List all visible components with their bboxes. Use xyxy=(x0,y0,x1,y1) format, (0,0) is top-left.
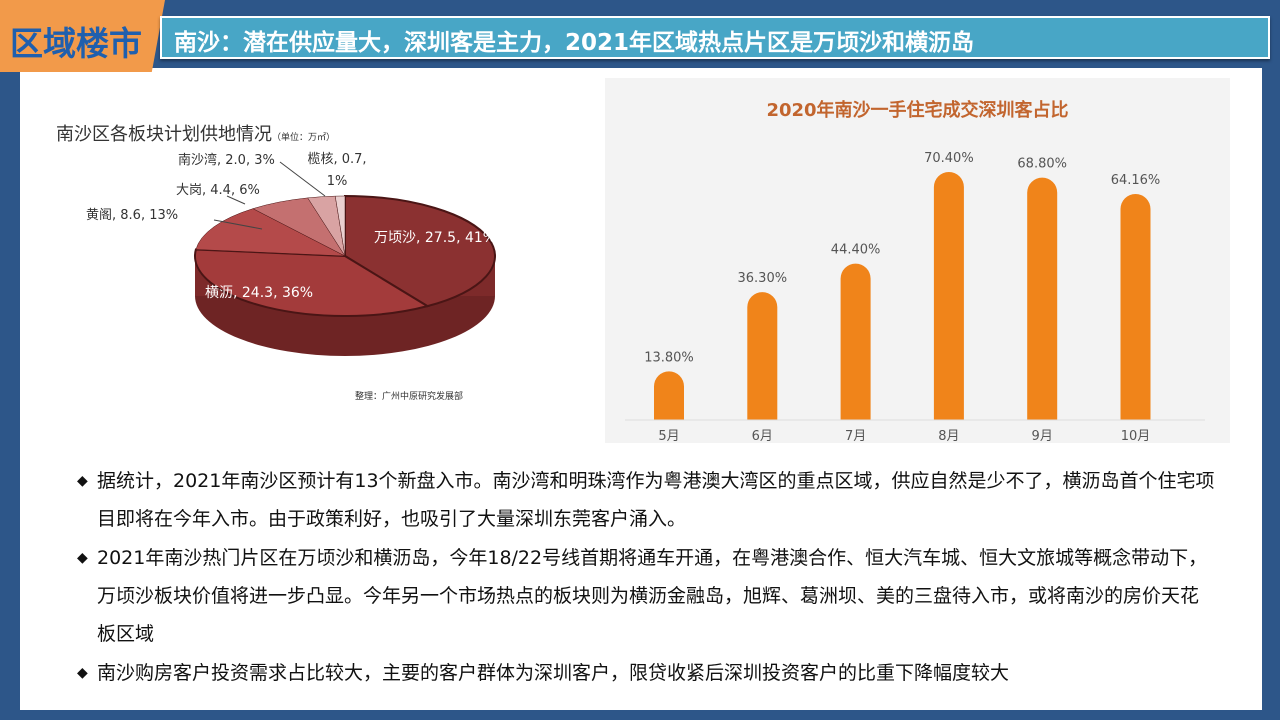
pie-label-hengli: 横沥, 24.3, 36% xyxy=(205,285,314,301)
bar-value-label: 70.40% xyxy=(924,151,974,166)
pie-label-nanshawan: 南沙湾, 2.0, 3% xyxy=(178,153,275,168)
bar-0 xyxy=(654,371,684,420)
leader-line xyxy=(226,195,246,205)
bullet-item: ◆ 据统计，2021年南沙区预计有13个新盘入市。南沙湾和明珠湾作为粤港澳大湾区的… xyxy=(77,462,1217,538)
bar-chart: 13.80% 5月 36.30% 6月 44.40% 7月 70.40% 8月 68.80% 9月… xyxy=(625,151,1205,443)
pie-label-dagang: 大岗, 4.4, 6% xyxy=(176,183,260,198)
bullet-text: 据统计，2021年南沙区预计有13个新盘入市。南沙湾和明珠湾作为粤港澳大湾区的重… xyxy=(97,470,1215,530)
diamond-icon: ◆ xyxy=(77,665,88,681)
slide-title: 南沙：潜在供应量大，深圳客是主力，2021年区域热点片区是万顷沙和横沥岛 xyxy=(174,30,975,56)
section-tag: 区域楼市 xyxy=(0,0,165,72)
bullet-text: 2021年南沙热门片区在万顷沙和横沥岛，今年18/22号线首期将通车开通，在粤港… xyxy=(97,547,1208,645)
bar-category-label: 8月 xyxy=(938,429,959,443)
bar-chart-title: 2020年南沙一手住宅成交深圳客占比 xyxy=(766,100,1069,121)
pie-chart-panel: 南沙区各板块计划供地情况（单位：万㎡） 万顷沙, 27.5, 41% 横沥, 2… xyxy=(40,78,520,413)
bar-value-label: 44.40% xyxy=(831,243,881,258)
bullet-text: 南沙购房客户投资需求占比较大，主要的客户群体为深圳客户，限贷收紧后深圳投资客户的… xyxy=(97,662,1010,684)
pie-slice-1 xyxy=(194,248,430,317)
bullet-item: ◆ 南沙购房客户投资需求占比较大，主要的客户群体为深圳客户，限贷收紧后深圳投资客户… xyxy=(77,654,1217,692)
bar-category-label: 7月 xyxy=(845,429,866,443)
pie-slice-2 xyxy=(195,208,346,257)
leader-line xyxy=(213,219,263,230)
pie-unit: （单位：万㎡） xyxy=(272,133,336,143)
pie-slice-5 xyxy=(334,195,346,257)
bar-category-label: 6月 xyxy=(752,429,773,443)
pie-chart xyxy=(194,161,496,356)
bar-category-label: 9月 xyxy=(1032,429,1053,443)
bar-chart-panel: 2020年南沙一手住宅成交深圳客占比 13.80% 5月 36.30% 6月 44.40… xyxy=(605,78,1230,443)
bar-4 xyxy=(1027,177,1058,420)
diamond-icon: ◆ xyxy=(77,550,88,566)
bar-2 xyxy=(840,263,871,420)
leader-line xyxy=(279,161,326,197)
bar-1 xyxy=(747,292,778,420)
bar-value-label: 64.16% xyxy=(1111,173,1161,188)
bar-3 xyxy=(933,172,964,420)
bar-value-label: 36.30% xyxy=(738,271,788,286)
pie-chart-title: 南沙区各板块计划供地情况（单位：万㎡） xyxy=(56,120,335,146)
pie-source: 整理：广州中原研究发展部 xyxy=(355,392,464,402)
pie-label-lanhe: 榄核, 0.7, 1% xyxy=(307,152,367,189)
section-tag-label: 区域楼市 xyxy=(10,24,142,63)
pie-label-wanqingsha: 万顷沙, 27.5, 41% xyxy=(374,230,497,246)
pie-label-huangge: 黄阁, 8.6, 13% xyxy=(86,208,179,223)
bar-value-label: 68.80% xyxy=(1017,157,1067,172)
pie-title-text: 南沙区各板块计划供地情况 xyxy=(56,124,272,145)
diamond-icon: ◆ xyxy=(77,473,88,489)
bullet-item: ◆ 2021年南沙热门片区在万顷沙和横沥岛，今年18/22号线首期将通车开通，在粤… xyxy=(77,539,1217,653)
bar-value-label: 13.80% xyxy=(644,350,694,365)
bar-category-label: 10月 xyxy=(1121,429,1151,443)
bar-5 xyxy=(1120,193,1151,420)
title-bar: 南沙：潜在供应量大，深圳客是主力，2021年区域热点片区是万顷沙和横沥岛 xyxy=(160,16,1270,59)
bar-category-label: 5月 xyxy=(658,429,679,443)
